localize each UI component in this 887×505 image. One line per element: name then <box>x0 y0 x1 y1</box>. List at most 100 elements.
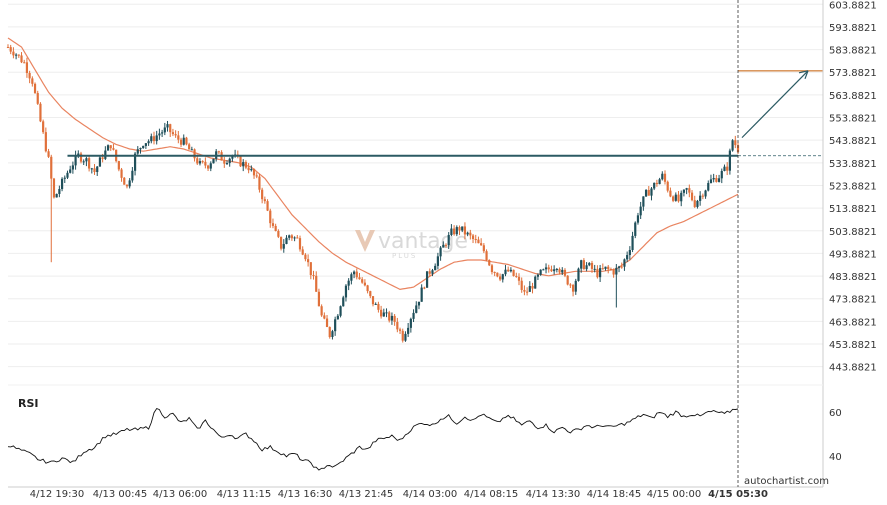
candle-body <box>523 289 526 292</box>
candle-body <box>396 321 399 330</box>
candle-body <box>15 54 18 56</box>
time-tick-label: 4/13 06:00 <box>153 489 207 500</box>
price-tick-label: 463.8821 <box>829 317 877 328</box>
candle-body <box>206 165 210 169</box>
candle-body <box>223 160 226 164</box>
candle-body <box>371 296 375 305</box>
price-tick-label: 593.8821 <box>829 23 877 34</box>
candle-body <box>550 269 553 272</box>
candle-body <box>152 136 156 142</box>
candle-body <box>133 153 137 171</box>
candle-body <box>404 333 407 341</box>
candle-body <box>734 140 737 146</box>
time-axis-ticks: 4/12 19:30 4/13 00:45 4/13 06:00 4/13 11:15… <box>30 489 768 500</box>
candle-body <box>117 161 120 170</box>
candle-body <box>736 145 740 153</box>
candle-body <box>288 235 291 238</box>
time-tick-label: 4/14 03:00 <box>403 489 457 500</box>
arrow-head-icon <box>798 70 809 80</box>
candle-body <box>58 189 61 194</box>
candle-body <box>393 315 396 322</box>
candle-body <box>488 260 491 266</box>
candle-body <box>55 193 58 198</box>
candle-body <box>12 51 15 56</box>
candle-body <box>163 127 166 133</box>
candle-body <box>274 225 277 231</box>
candle-body <box>658 179 661 185</box>
candle-body <box>150 136 153 142</box>
candle-body <box>582 260 585 270</box>
candle-body <box>588 262 591 266</box>
candle-body <box>623 259 626 267</box>
candle-body <box>709 179 713 184</box>
candle-body <box>674 194 677 201</box>
candle-body <box>93 168 96 173</box>
candle-body <box>693 200 696 207</box>
candle-body <box>453 228 456 235</box>
candle-body <box>590 262 594 269</box>
candle-body <box>90 168 93 170</box>
candle-body <box>331 331 334 338</box>
candle-body <box>493 272 496 274</box>
time-tick-label: 4/14 13:30 <box>526 489 580 500</box>
candle-body <box>279 236 283 249</box>
candle-body <box>531 286 534 289</box>
candle-body <box>17 54 20 56</box>
candle-body <box>293 237 296 239</box>
candle-body <box>471 235 475 240</box>
candle-body <box>701 195 704 197</box>
candle-body <box>336 315 339 320</box>
candle-body <box>277 230 280 237</box>
price-tick-label: 453.8821 <box>829 340 877 351</box>
candle-body <box>320 306 323 316</box>
price-tick-label: 523.8821 <box>829 181 877 192</box>
candle-body <box>555 268 558 270</box>
candle-body <box>526 291 529 293</box>
candle-body <box>428 271 431 274</box>
candle-body <box>247 167 250 171</box>
candle-body <box>339 306 342 316</box>
candle-body <box>344 285 348 298</box>
candle-body <box>309 262 312 276</box>
candle-body <box>707 183 710 191</box>
candle-body <box>534 276 537 289</box>
candle-body <box>604 266 607 269</box>
candle-body <box>255 175 258 177</box>
candle-body <box>690 192 694 201</box>
candle-body <box>569 284 572 286</box>
candle-body <box>436 256 439 266</box>
candle-body <box>204 161 207 166</box>
candle-body <box>420 287 423 302</box>
candle-body <box>380 309 383 317</box>
candle-body <box>182 137 185 145</box>
candle-body <box>44 132 47 152</box>
candle-body <box>626 255 629 260</box>
candle-body <box>485 251 488 261</box>
candle-body <box>461 226 464 231</box>
candle-body <box>609 269 613 271</box>
candle-body <box>442 244 445 248</box>
candle-body <box>244 162 248 168</box>
candle-body <box>242 162 245 167</box>
candle-body <box>704 190 707 197</box>
price-tick-label: 583.8821 <box>829 46 877 57</box>
price-tick-label: 563.8821 <box>829 91 877 102</box>
candle-body <box>271 223 275 226</box>
candle-body <box>520 280 523 290</box>
candle-body <box>317 291 321 307</box>
candle-body <box>36 93 39 104</box>
candle-body <box>650 188 653 196</box>
price-tick-label: 513.8821 <box>829 204 877 215</box>
candle-body <box>528 286 531 292</box>
candle-body <box>536 274 540 277</box>
candle-body <box>417 301 421 306</box>
time-tick-label: 4/15 00:00 <box>647 489 701 500</box>
candle-body <box>25 62 29 74</box>
candle-body <box>28 73 31 79</box>
candle-body <box>672 196 675 201</box>
candle-body <box>677 194 680 202</box>
candle-body <box>131 170 134 181</box>
candle-body <box>296 237 299 239</box>
candle-body <box>466 232 469 235</box>
time-tick-label: 4/13 11:15 <box>217 489 271 500</box>
